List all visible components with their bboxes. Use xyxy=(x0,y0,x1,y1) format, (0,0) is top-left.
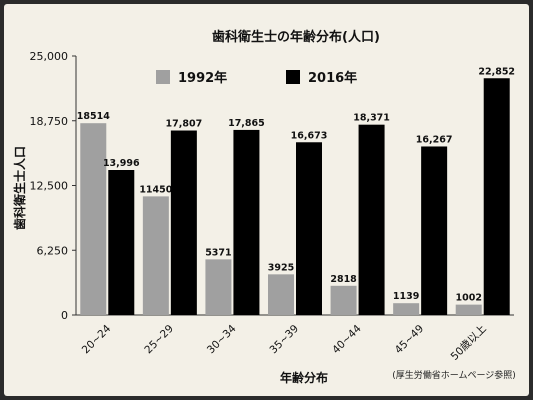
data-label: 1139 xyxy=(393,291,419,302)
bar-chart: 歯科衛生士の年齢分布(人口) 歯科衛生士人口 年齢分布 (厚生労働省ホームページ… xyxy=(12,29,516,385)
bar-2016 xyxy=(170,130,197,315)
data-label: 16,267 xyxy=(416,134,453,145)
data-label: 11450 xyxy=(139,184,172,195)
data-label: 17,807 xyxy=(166,119,203,130)
data-label: 1002 xyxy=(455,293,481,304)
data-label: 2818 xyxy=(330,274,357,285)
y-axis-label: 歯科衛生士人口 xyxy=(12,146,27,230)
bar-1992 xyxy=(330,285,357,315)
bar-2016 xyxy=(233,129,260,315)
bar-2016 xyxy=(421,146,448,315)
chart-frame: 歯科衛生士の年齢分布(人口) 歯科衛生士人口 年齢分布 (厚生労働省ホームページ… xyxy=(4,4,529,396)
legend-label-2016: 2016年 xyxy=(308,70,357,86)
x-tick-label: 50歳以上 xyxy=(449,323,489,363)
y-tick-label: 12,500 xyxy=(30,180,69,193)
legend-swatch-1992 xyxy=(156,70,170,84)
y-tick-label: 25,000 xyxy=(30,50,69,63)
data-label: 13,996 xyxy=(103,158,140,169)
bar-1992 xyxy=(80,123,107,315)
data-label: 18,371 xyxy=(353,113,390,124)
data-label: 16,673 xyxy=(291,130,328,141)
legend-swatch-2016 xyxy=(286,70,300,84)
bar-2016 xyxy=(108,170,135,315)
bar-2016 xyxy=(296,142,322,315)
y-tick-label: 0 xyxy=(61,309,68,322)
x-tick-label: 35~39 xyxy=(268,323,302,357)
bar-1992 xyxy=(393,303,420,315)
data-label: 17,865 xyxy=(228,118,265,129)
bar-1992 xyxy=(268,274,294,315)
bars: 18514 13,996 11450 17,807 5371 17,865 3925 16,6… xyxy=(77,66,515,315)
legend: 1992年 2016年 xyxy=(156,70,357,86)
x-tick-label: 30~34 xyxy=(205,322,239,356)
bar-2016 xyxy=(483,78,510,315)
bar-1992 xyxy=(142,196,169,315)
bar-1992 xyxy=(455,304,482,315)
data-label: 3925 xyxy=(268,262,294,273)
bar-2016 xyxy=(358,124,385,315)
bar-1992 xyxy=(205,259,232,315)
x-tick-label: 45~49 xyxy=(393,323,427,357)
source-note: (厚生労働省ホームページ参照) xyxy=(392,369,516,381)
x-tick-label: 40~44 xyxy=(330,322,364,356)
x-tick-label: 20~24 xyxy=(80,322,114,356)
chart-title: 歯科衛生士の年齢分布(人口) xyxy=(212,29,380,45)
x-axis-label: 年齢分布 xyxy=(280,370,328,385)
x-tick-label: 25~29 xyxy=(142,323,176,357)
legend-label-1992: 1992年 xyxy=(178,70,227,86)
y-tick-label: 6,250 xyxy=(37,244,69,257)
data-label: 18514 xyxy=(77,111,110,122)
data-label: 22,852 xyxy=(478,66,515,77)
data-label: 5371 xyxy=(205,247,231,258)
y-tick-label: 18,750 xyxy=(30,115,69,128)
